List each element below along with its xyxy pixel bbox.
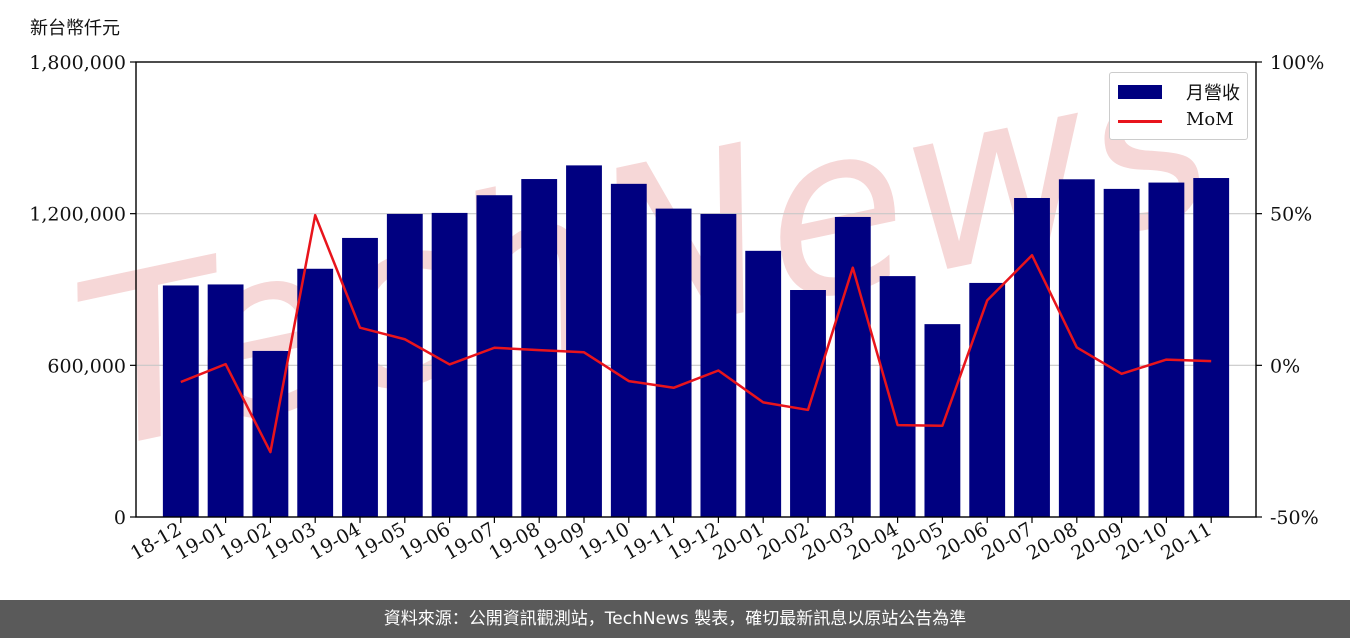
x-tick-label: 20-01 [709, 518, 767, 564]
x-tick-label: 20-05 [888, 518, 946, 564]
revenue-bar [834, 216, 871, 518]
legend-label-revenue: 月營收 [1186, 83, 1240, 104]
revenue-bar [745, 250, 782, 517]
x-tick-label: 20-03 [799, 518, 857, 564]
mom-line [180, 213, 1212, 454]
revenue-bar [386, 213, 423, 518]
x-tick-label: 19-10 [575, 518, 633, 564]
legend-bar-swatch [1118, 85, 1162, 99]
revenue-bar [790, 290, 826, 517]
left-axis-unit-label: 新台幣仟元 [30, 18, 120, 39]
x-tick-label: 20-09 [1068, 518, 1126, 564]
x-tick-label: 20-04 [844, 518, 902, 564]
x-tick-label: 19-07 [440, 518, 498, 564]
x-tick-label: 19-08 [485, 518, 543, 564]
revenue-bar [342, 237, 378, 517]
revenue-bar [207, 284, 244, 517]
revenue-bar [1148, 182, 1185, 517]
revenue-bar [969, 282, 1006, 517]
revenue-bar [700, 213, 737, 518]
left-tick-label: 0 [114, 507, 126, 529]
x-tick-label: 20-07 [978, 518, 1036, 564]
x-tick-label: 19-04 [306, 518, 364, 564]
left-tick-label: 1,800,000 [29, 52, 126, 74]
x-tick-label: 20-08 [1023, 518, 1081, 564]
right-tick-label: -50% [1270, 507, 1319, 529]
x-tick-label: 20-10 [1112, 518, 1170, 564]
revenue-bar [252, 350, 289, 517]
legend-label-mom: MoM [1186, 109, 1234, 130]
legend: 月營收 MoM [1109, 72, 1248, 140]
revenue-bar [610, 183, 647, 518]
x-tick-label: 20-02 [754, 518, 812, 564]
right-tick-label: 0% [1270, 355, 1300, 377]
legend-item-revenue: 月營收 [1118, 79, 1246, 104]
revenue-bar [1193, 178, 1230, 517]
x-tick-label: 19-01 [172, 518, 230, 564]
revenue-bar [655, 208, 692, 517]
x-tick-label: 20-06 [933, 518, 991, 564]
revenue-bar [924, 324, 961, 517]
x-tick-label: 19-09 [530, 518, 588, 564]
revenue-bar [162, 285, 199, 517]
revenue-bar [476, 195, 513, 518]
x-tick-label: 19-11 [620, 518, 678, 564]
revenue-bar [297, 268, 334, 517]
x-tick-label: 20-11 [1157, 518, 1215, 564]
revenue-bars [162, 165, 1230, 518]
x-tick-label: 19-02 [216, 518, 274, 564]
revenue-bar [1103, 188, 1140, 517]
legend-item-mom: MoM [1118, 109, 1246, 133]
x-tick-label: 19-12 [664, 518, 722, 564]
legend-line-swatch [1118, 120, 1162, 123]
right-tick-label: 50% [1270, 204, 1312, 226]
revenue-bar [1014, 197, 1050, 517]
x-tick-label: 19-03 [261, 518, 319, 564]
x-tick-label: 18-12 [127, 518, 185, 564]
revenue-chart: TechNews 0600,0001,200,0001,800,000-50%0… [29, 3, 1324, 564]
revenue-bar [879, 276, 916, 517]
plot-frame [135, 61, 1257, 518]
x-tick-label: 19-06 [396, 518, 454, 564]
revenue-bar [566, 165, 602, 517]
right-tick-label: 100% [1270, 52, 1324, 74]
left-tick-label: 600,000 [47, 355, 126, 377]
left-tick-label: 1,200,000 [29, 204, 126, 226]
revenue-bar [521, 179, 558, 517]
x-tick-label: 19-05 [351, 518, 409, 564]
source-footer: 資料來源：公開資訊觀測站，TechNews 製表，確切最新訊息以原站公告為準 [0, 600, 1350, 638]
